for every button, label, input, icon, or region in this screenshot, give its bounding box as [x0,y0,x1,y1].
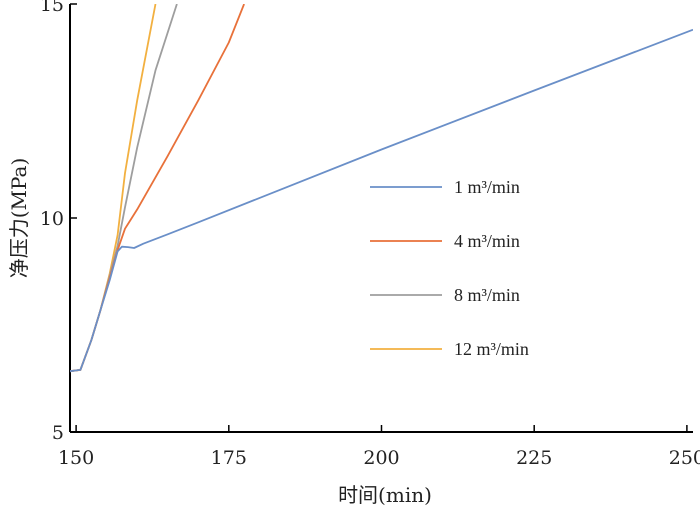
x-axis-title: 时间(min) [338,483,432,507]
legend-label: 12 m³/min [454,339,529,359]
chart-ticks: 150 175 200 225 250 5 10 15 [40,0,700,469]
series-line [70,28,693,373]
x-tick-label: 150 [58,447,94,469]
x-tick-label: 250 [669,447,700,469]
legend-label: 8 m³/min [454,285,520,305]
x-tick-label: 200 [363,447,399,469]
y-tick-label: 10 [40,208,64,230]
x-tick-label: 175 [211,447,247,469]
y-tick-label: 5 [52,422,64,444]
y-axis-title: 净压力(MPa) [7,158,31,279]
chart-series [70,4,693,373]
legend-label: 1 m³/min [454,177,520,197]
y-tick-label: 15 [40,0,64,16]
series-line [70,4,245,373]
chart-legend: 1 m³/min 4 m³/min 8 m³/min 12 m³/min [370,177,529,359]
x-tick-label: 225 [516,447,552,469]
series-line [70,4,157,373]
chart-axes [69,4,693,433]
legend-label: 4 m³/min [454,231,520,251]
